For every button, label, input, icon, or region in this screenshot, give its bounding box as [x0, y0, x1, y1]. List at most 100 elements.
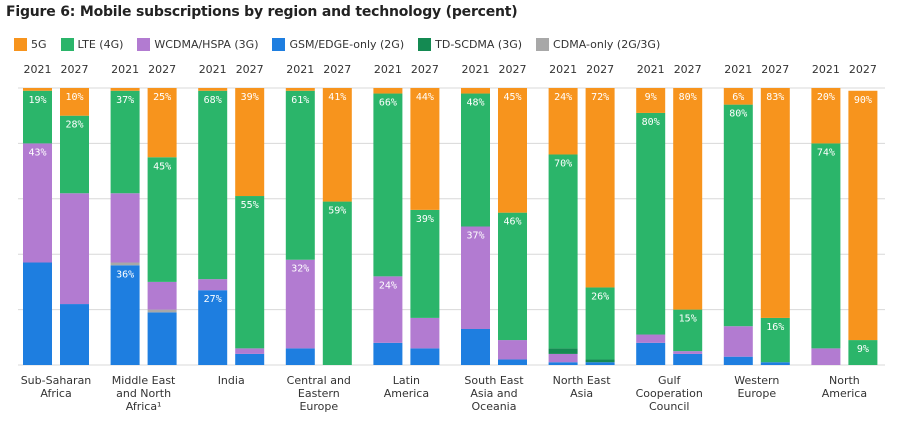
year-label-india-2027: 2027: [236, 63, 264, 76]
year-label-western-europe-2027: 2027: [761, 63, 789, 76]
bar-segment-central-and-eastern-europe-2021-5g: [285, 88, 315, 91]
bar-segment-latin-america-2021-5g: [373, 88, 403, 94]
legend-item-tdscdma: TD-SCDMA (3G): [418, 38, 522, 51]
category-label-line-latin-america-0: Latin: [393, 374, 420, 387]
bar-segment-western-europe-2021-wcdma-hspa-3g: [723, 326, 753, 357]
bar-segment-india-2021-gsm-edge-only-2g: [198, 290, 228, 365]
year-label-sub-saharan-africa-2027: 2027: [61, 63, 89, 76]
bar-segment-sub-saharan-africa-2021-5g: [23, 88, 52, 91]
bar-segment-central-and-eastern-europe-2027-5g: [322, 88, 352, 202]
data-label-north-east-asia-2027-lte-4g: 26%: [591, 291, 609, 302]
legend-swatch-wcdma: [137, 38, 151, 51]
data-label-latin-america-2021-lte-4g: 66%: [379, 98, 397, 109]
data-label-north-east-asia-2027-5g: 72%: [591, 92, 609, 103]
bar-segment-north-east-asia-2027-5g: [585, 88, 615, 288]
category-label-line-india-0: India: [218, 374, 245, 387]
bar-segment-middle-east-and-north-africa-2027-5g: [147, 88, 177, 158]
bar-segment-india-2021-lte-4g: [198, 90, 228, 280]
bar-segment-latin-america-2027-wcdma-hspa-3g: [410, 317, 440, 349]
bar-segment-south-east-asia-and-oceania-2021-gsm-edge-only-2g: [461, 328, 490, 365]
data-label-india-2021-lte-4g: 68%: [204, 95, 222, 106]
bar-segment-india-2027-gsm-edge-only-2g: [235, 353, 265, 365]
bar-segment-north-east-asia-2021-gsm-edge-only-2g: [548, 362, 578, 365]
bar-segment-central-and-eastern-europe-2027-lte-4g: [322, 201, 352, 365]
category-label-line-gulf-cooperation-council-2: Council: [649, 400, 690, 413]
bar-segment-middle-east-and-north-africa-2027-wcdma-hspa-3g: [147, 281, 177, 310]
bar-segment-latin-america-2027-5g: [410, 88, 440, 210]
bar-segment-sub-saharan-africa-2021-wcdma-hspa-3g: [23, 143, 52, 263]
bar-segment-south-east-asia-and-oceania-2027-5g: [498, 88, 527, 213]
bar-segment-middle-east-and-north-africa-2021-wcdma-hspa-3g: [110, 193, 140, 263]
year-label-north-east-asia-2027: 2027: [586, 63, 614, 76]
category-label-line-south-east-asia-and-oceania-1: Asia and: [470, 387, 517, 400]
bar-segment-north-east-asia-2021-wcdma-hspa-3g: [548, 353, 578, 363]
bar-segment-north-america-2021-wcdma-hspa-3g: [811, 348, 841, 365]
bar-segment-south-east-asia-and-oceania-2021-lte-4g: [461, 93, 490, 227]
legend-swatch-5g: [14, 38, 27, 51]
legend-item-lte: LTE (4G): [60, 38, 124, 51]
category-label-line-central-and-eastern-europe-2: Europe: [299, 400, 338, 413]
data-label-sub-saharan-africa-2021-wcdma-hspa-3g: 43%: [28, 147, 46, 158]
category-label-line-gulf-cooperation-council-1: Cooperation: [636, 387, 703, 400]
category-label-line-gulf-cooperation-council-0: Gulf: [658, 374, 682, 387]
category-label-line-south-east-asia-and-oceania-0: South East: [464, 374, 524, 387]
bar-segment-middle-east-and-north-africa-2027-cdma-only-2g-3g: [147, 309, 177, 313]
data-label-central-and-eastern-europe-2027-lte-4g: 59%: [328, 206, 346, 217]
bar-segment-western-europe-2027-5g: [760, 88, 790, 318]
legend-label-lte: LTE (4G): [77, 38, 124, 51]
bar-segment-south-east-asia-and-oceania-2027-wcdma-hspa-3g: [498, 340, 527, 360]
chart-legend: 5G LTE (4G) WCDMA/HSPA (3G) GSM/EDGE-onl…: [14, 38, 660, 51]
category-label-latin-america: Latin America: [384, 374, 429, 400]
year-label-south-east-asia-and-oceania-2021: 2021: [462, 63, 490, 76]
bar-segment-north-america-2021-lte-4g: [811, 143, 841, 349]
bar-segment-north-east-asia-2027-gsm-edge-only-2g: [585, 362, 615, 365]
bar-segment-latin-america-2021-wcdma-hspa-3g: [373, 276, 403, 343]
bar-segment-gulf-cooperation-council-2027-5g: [673, 88, 703, 310]
data-label-latin-america-2027-5g: 44%: [416, 92, 434, 103]
data-label-sub-saharan-africa-2027-5g: 10%: [65, 92, 83, 103]
data-label-gulf-cooperation-council-2021-5g: 9%: [645, 92, 657, 103]
category-label-western-europe: Western Europe: [734, 374, 779, 400]
year-label-central-and-eastern-europe-2021: 2021: [286, 63, 314, 76]
bar-segment-latin-america-2027-gsm-edge-only-2g: [410, 348, 440, 365]
year-label-india-2021: 2021: [199, 63, 227, 76]
bar-segment-north-america-2027-5g: [848, 90, 878, 341]
data-label-north-east-asia-2021-lte-4g: 70%: [554, 158, 572, 169]
bar-segment-india-2027-lte-4g: [235, 196, 265, 349]
category-label-line-central-and-eastern-europe-1: Eastern: [298, 387, 340, 400]
data-label-middle-east-and-north-africa-2027-5g: 25%: [153, 92, 171, 103]
bar-segment-north-east-asia-2021-5g: [548, 88, 578, 155]
bar-segment-south-east-asia-and-oceania-2027-gsm-edge-only-2g: [498, 359, 527, 365]
category-label-south-east-asia-and-oceania: South East Asia and Oceania: [464, 374, 524, 413]
bar-segment-north-east-asia-2021-td-scdma-3g: [548, 348, 578, 354]
legend-item-5g: 5G: [14, 38, 47, 51]
bar-segment-india-2021-5g: [198, 88, 228, 91]
bar-segment-north-america-2021-5g: [811, 88, 841, 144]
bar-segment-western-europe-2027-lte-4g: [760, 317, 790, 363]
bar-segment-western-europe-2021-gsm-edge-only-2g: [723, 356, 753, 365]
data-label-western-europe-2027-5g: 83%: [766, 92, 784, 103]
data-label-sub-saharan-africa-2021-lte-4g: 19%: [28, 95, 46, 106]
legend-swatch-cdma: [536, 38, 550, 51]
bar-segment-central-and-eastern-europe-2021-wcdma-hspa-3g: [285, 259, 315, 349]
category-label-sub-saharan-africa: Sub-Saharan Africa: [21, 374, 92, 400]
category-label-gulf-cooperation-council: Gulf Cooperation Council: [636, 374, 703, 413]
year-label-middle-east-and-north-africa-2021: 2021: [111, 63, 139, 76]
category-label-line-north-america-0: North: [829, 374, 860, 387]
data-label-central-and-eastern-europe-2027-5g: 41%: [328, 92, 346, 103]
data-label-india-2027-lte-4g: 55%: [241, 200, 259, 211]
year-label-middle-east-and-north-africa-2027: 2027: [148, 63, 176, 76]
bar-segment-north-east-asia-2027-lte-4g: [585, 287, 615, 360]
legend-label-wcdma: WCDMA/HSPA (3G): [154, 38, 259, 51]
category-label-line-middle-east-and-north-africa-0: Middle East: [112, 374, 176, 387]
year-label-sub-saharan-africa-2021: 2021: [24, 63, 52, 76]
bar-segment-sub-saharan-africa-2021-gsm-edge-only-2g: [23, 262, 52, 365]
year-label-north-east-asia-2021: 2021: [549, 63, 577, 76]
bar-segment-north-east-asia-2027-td-scdma-3g: [585, 359, 615, 363]
bar-segment-south-east-asia-and-oceania-2021-wcdma-hspa-3g: [461, 226, 490, 329]
data-label-north-east-asia-2021-5g: 24%: [554, 92, 572, 103]
legend-item-gsm: GSM/EDGE-only (2G): [272, 38, 404, 51]
data-label-central-and-eastern-europe-2021-wcdma-hspa-3g: 32%: [291, 264, 309, 275]
bar-segment-latin-america-2027-lte-4g: [410, 209, 440, 318]
